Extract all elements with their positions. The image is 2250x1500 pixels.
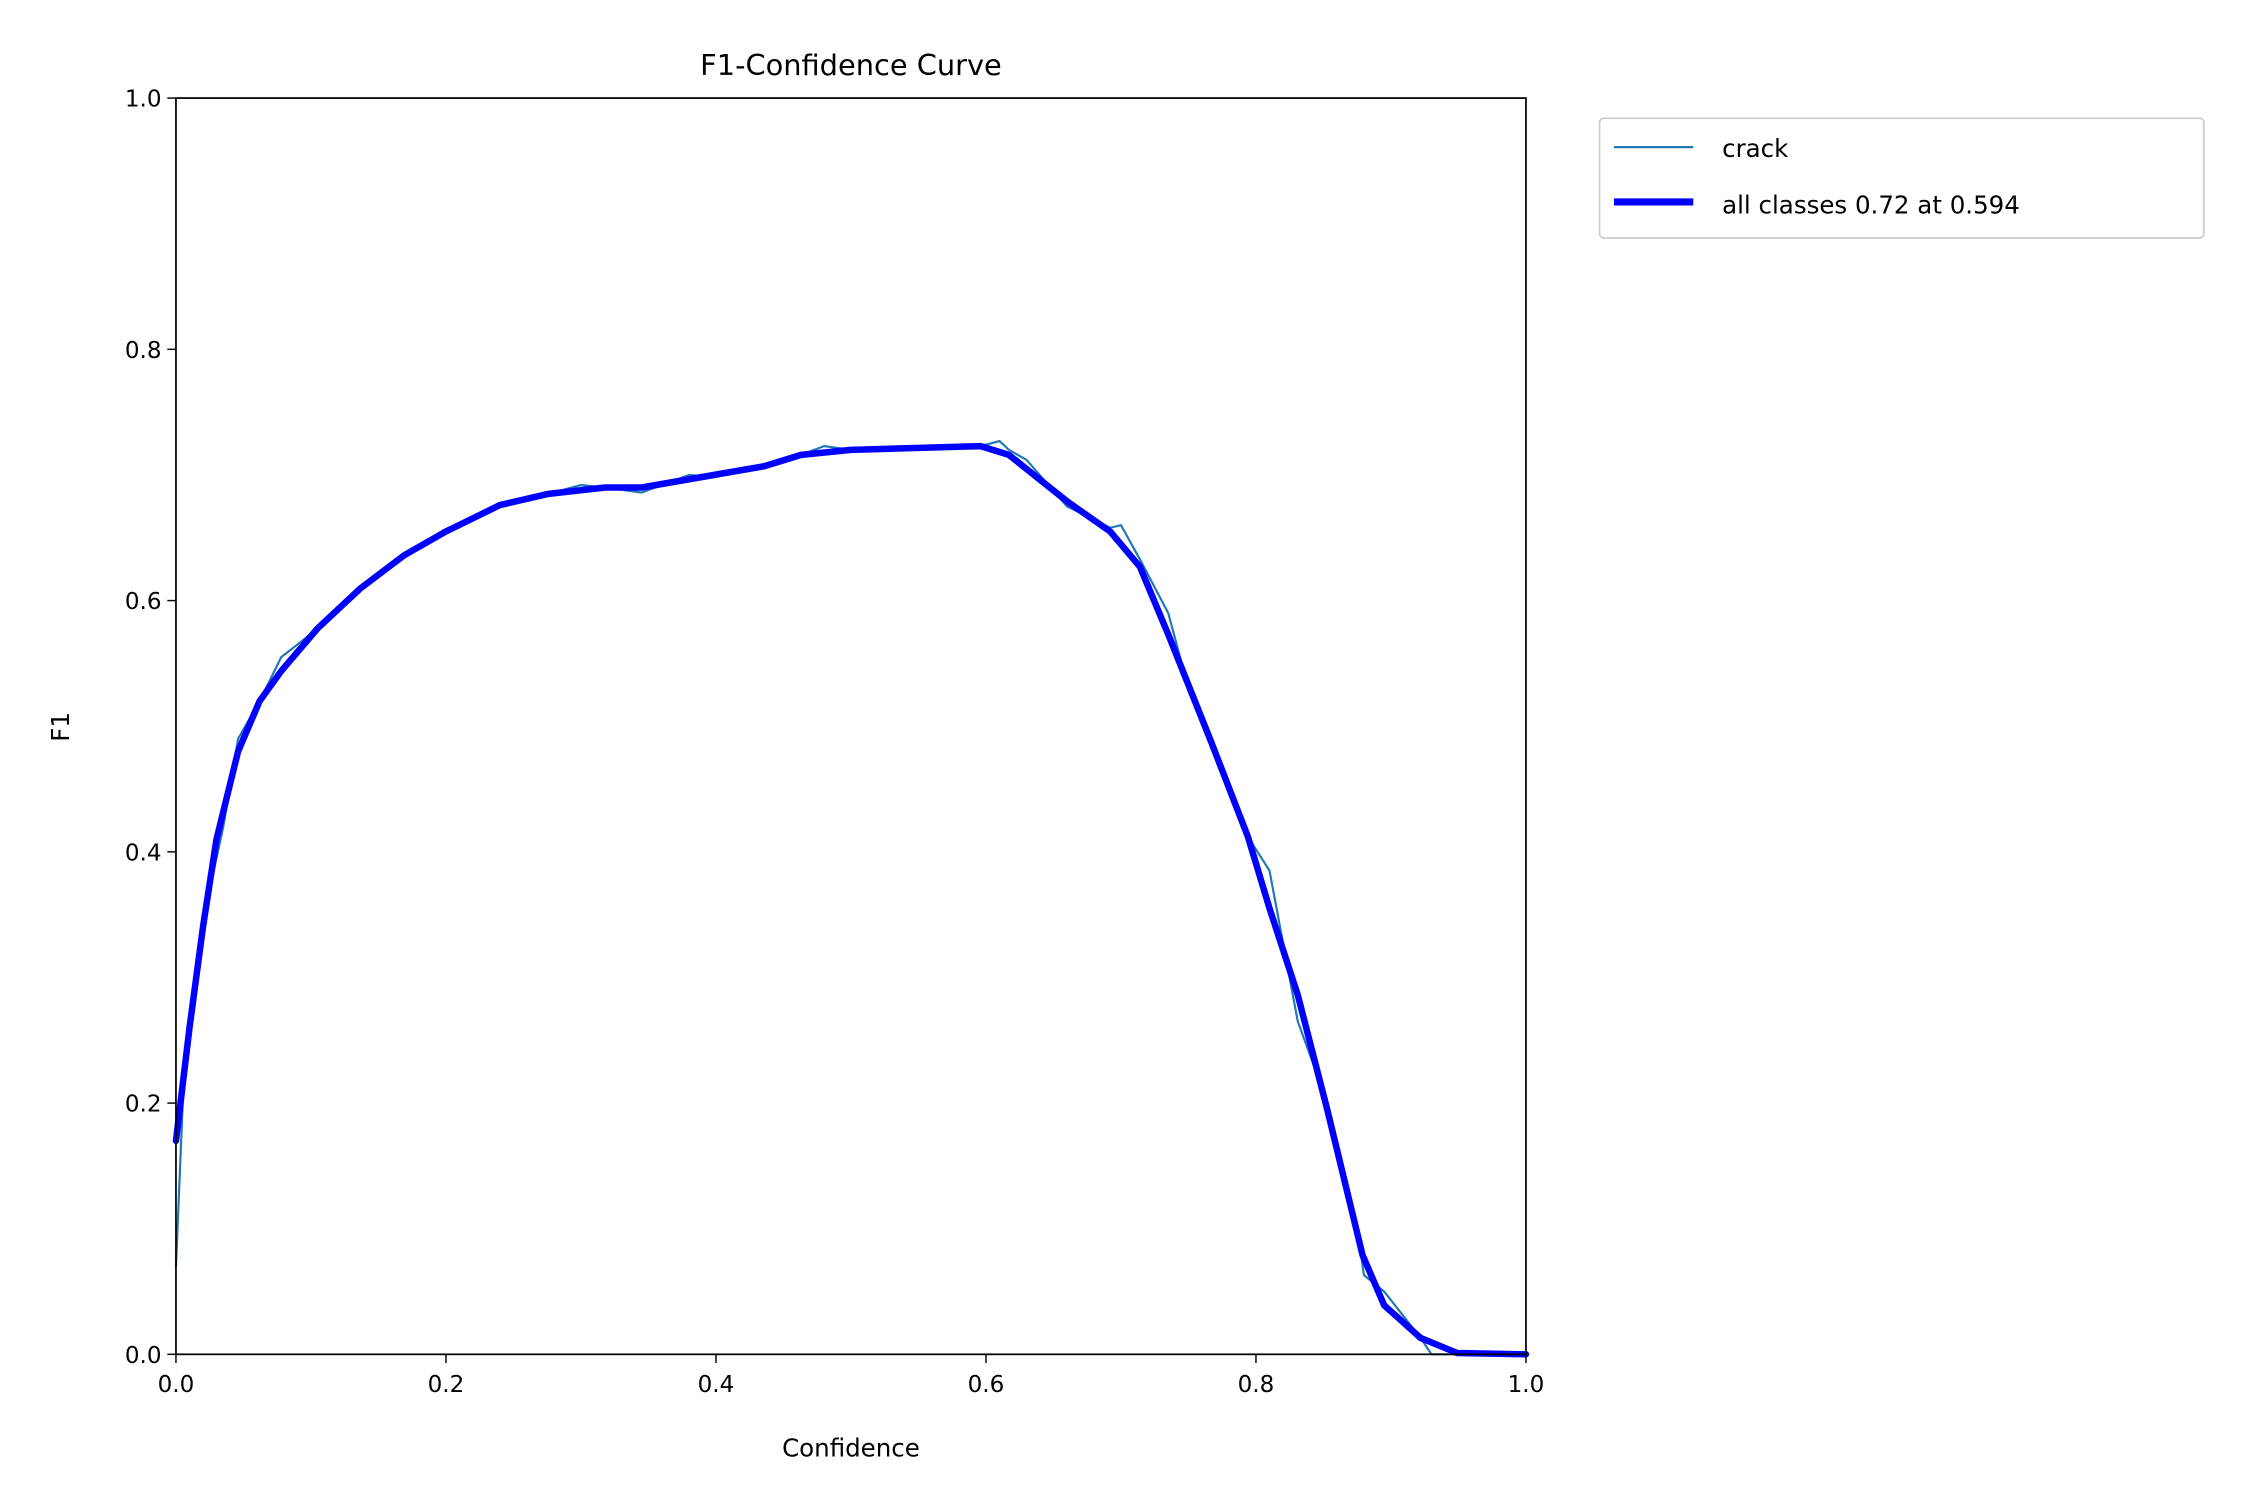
x-tick-label: 1.0: [1508, 1372, 1545, 1398]
y-tick-label: 0.8: [125, 338, 162, 364]
x-tick-label: 0.4: [698, 1372, 735, 1398]
y-tick-label: 0.4: [125, 840, 162, 866]
y-tick-label: 0.6: [125, 589, 162, 615]
y-axis: 0.0 0.2 0.4 0.6 0.8 1.0: [125, 87, 176, 1369]
x-tick-label: 0.2: [428, 1372, 465, 1398]
plot-frame: [175, 97, 1527, 1356]
legend-label-all-classes: all classes 0.72 at 0.594: [1722, 190, 2020, 219]
y-tick-label: 1.0: [125, 87, 162, 113]
x-tick-label: 0.6: [968, 1372, 1005, 1398]
x-tick-label: 0.0: [158, 1372, 195, 1398]
legend-label-crack: crack: [1722, 134, 1789, 163]
series-line-all-classes: [172, 442, 1530, 1358]
y-tick-label: 0.2: [125, 1092, 162, 1118]
x-tick-label: 0.8: [1238, 1372, 1275, 1398]
y-axis-label: F1: [46, 712, 75, 742]
legend-frame: [1598, 117, 2205, 239]
y-tick-label: 0.0: [125, 1343, 162, 1369]
chart-title: F1-Confidence Curve: [700, 48, 1002, 82]
x-axis-label: Confidence: [782, 1434, 920, 1463]
plot-area: [172, 97, 1530, 1358]
series-layer: [172, 439, 1530, 1358]
x-axis: 0.0 0.2 0.4 0.6 0.8 1.0: [158, 1354, 1545, 1398]
legend: crack all classes 0.72 at 0.594: [1598, 117, 2205, 239]
